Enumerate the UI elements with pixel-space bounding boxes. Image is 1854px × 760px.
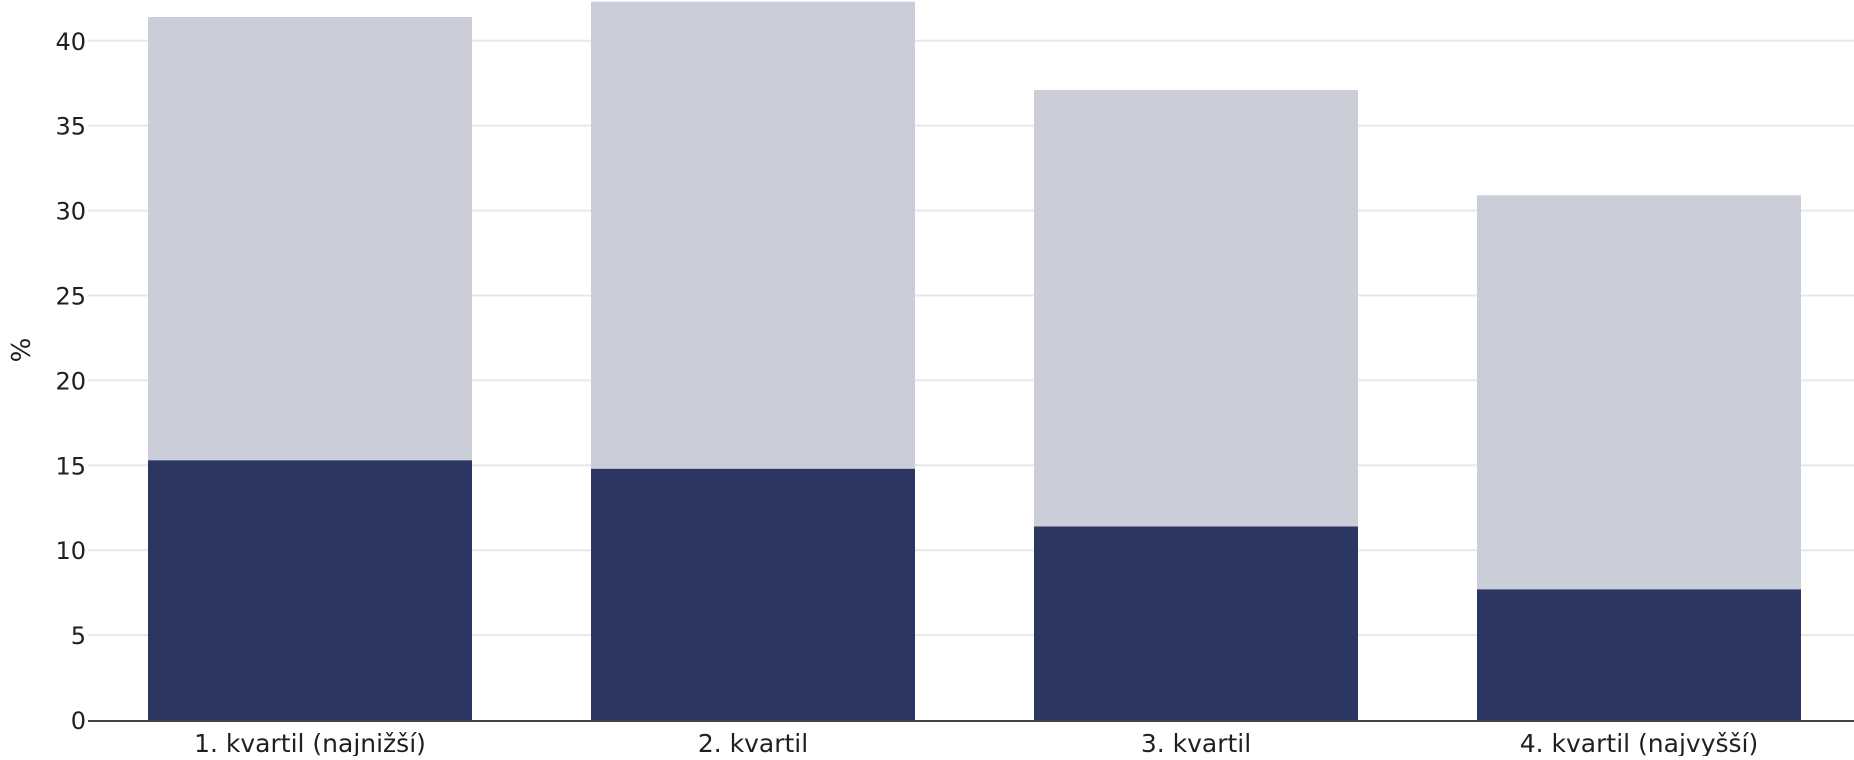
bar-4-segment-1: [1477, 589, 1801, 720]
x-tick-label-1: 1. kvartil (najnižší): [194, 729, 426, 756]
bar-1-segment-1: [148, 460, 472, 720]
y-tick-label-30: 30: [55, 198, 86, 226]
bar-1-segment-2: [148, 16, 472, 461]
y-tick-label-40: 40: [55, 28, 86, 56]
bar-3-segment-1: [1034, 526, 1358, 720]
x-tick-label-3: 3. kvartil: [1141, 729, 1251, 756]
bar-2-segment-2: [591, 1, 915, 469]
y-tick-label-20: 20: [55, 367, 86, 395]
axes: 0 5 10 15 20 25 30 35 40 1. kvartil (najnižší) 2. …: [55, 28, 1854, 758]
y-tick-label-0: 0: [71, 707, 86, 735]
y-tick-label-35: 35: [55, 113, 86, 141]
bar-3-segment-2: [1034, 90, 1358, 527]
y-tick-label-25: 25: [55, 282, 86, 310]
y-tick-label-5: 5: [71, 622, 86, 650]
bar-4-segment-2: [1477, 195, 1801, 590]
bar-2-segment-1: [591, 468, 915, 720]
y-tick-label-10: 10: [55, 537, 86, 565]
x-tick-label-2: 2. kvartil: [698, 729, 808, 756]
y-tick-label-15: 15: [55, 452, 86, 480]
bars: [148, 1, 1801, 720]
y-axis-title: %: [7, 338, 37, 363]
x-tick-label-4: 4. kvartil (najvyšší): [1520, 729, 1759, 756]
